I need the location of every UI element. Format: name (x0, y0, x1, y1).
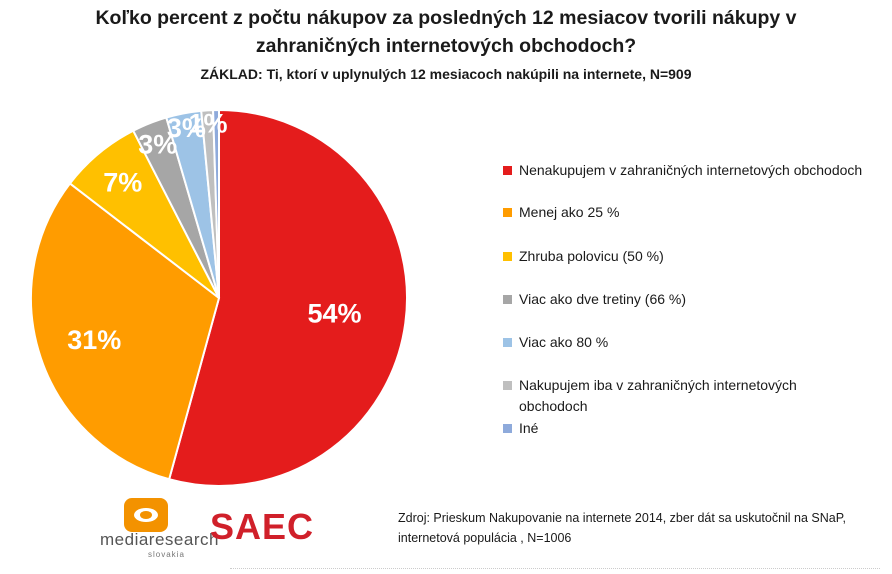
pie-slice-1 (30, 182, 221, 481)
legend-label-0: Nenakupujem v zahraničných internetových… (519, 162, 863, 178)
pie-slice-label-5: 1% (188, 109, 227, 139)
legend-label-4: Viac ako 80 % (519, 334, 609, 350)
legend-item-6: Iné (503, 418, 863, 439)
chart-subtitle: ZÁKLAD: Ti, ktorí v uplynulých 12 mesiac… (200, 66, 692, 82)
legend-label-2: Zhruba polovicu (50 %) (519, 248, 664, 264)
saec-logo: SAEC (210, 506, 315, 547)
pie-labels: 54%31%7%3%3%1% (67, 109, 361, 355)
legend-swatch-2 (503, 252, 512, 261)
footer-divider (230, 568, 880, 569)
mediaresearch-logo-subtext: slovakia (148, 550, 185, 559)
legend-swatch-5 (503, 381, 512, 390)
legend-swatch-4 (503, 338, 512, 347)
legend-item-3: Viac ako dve tretiny (66 %) (503, 289, 863, 310)
mediaresearch-logo-icon (124, 498, 168, 532)
pie-slice-6 (212, 108, 220, 299)
legend-label-6: Iné (519, 420, 539, 436)
legend-swatch-0 (503, 166, 512, 175)
pie-slice-label-0: 54% (307, 299, 361, 329)
legend-label-5: Nakupujem iba v zahraničných internetový… (519, 377, 797, 414)
source-note: Zdroj: Prieskum Nakupovanie na internete… (398, 508, 878, 548)
pie-slice-label-1: 31% (67, 325, 121, 355)
legend-item-5: Nakupujem iba v zahraničných internetový… (503, 375, 863, 417)
legend-label-3: Viac ako dve tretiny (66 %) (519, 291, 687, 307)
legend-swatch-3 (503, 295, 512, 304)
legend-label-1: Menej ako 25 % (519, 204, 620, 220)
legend-swatch-1 (503, 208, 512, 217)
legend-swatch-6 (503, 424, 512, 433)
legend-item-2: Zhruba polovicu (50 %) (503, 246, 863, 267)
pie-slice-label-2: 7% (103, 167, 142, 197)
pie-slice-label-3: 3% (138, 129, 177, 159)
legend-item-4: Viac ako 80 % (503, 332, 863, 353)
legend-item-1: Menej ako 25 % (503, 202, 863, 223)
pie-slice-label-4: 3% (167, 113, 206, 143)
chart-title: Koľko percent z počtu nákupov za posledn… (95, 7, 797, 57)
source-line-1: Zdroj: Prieskum Nakupovanie na internete… (398, 511, 846, 525)
source-line-2: internetová populácia , N=1006 (398, 531, 572, 545)
pie-slice-0 (167, 108, 408, 487)
pie-slices (30, 108, 408, 487)
legend-item-0: Nenakupujem v zahraničných internetových… (503, 160, 863, 181)
mediaresearch-logo-text: mediaresearch (100, 530, 219, 549)
